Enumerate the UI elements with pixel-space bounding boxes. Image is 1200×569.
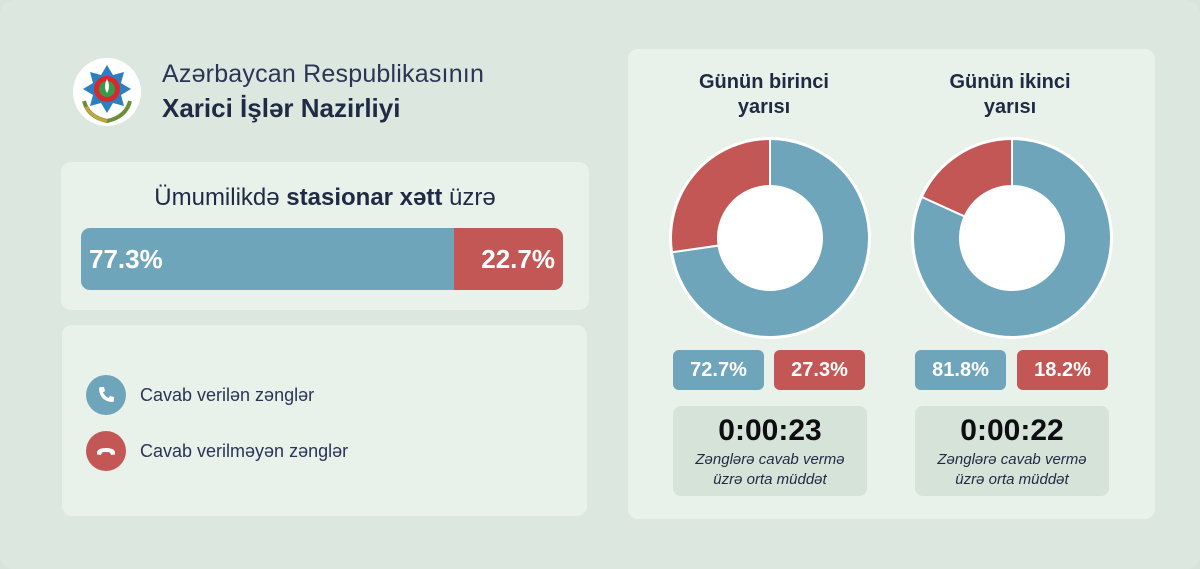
- first-half-duration-value: 0:00:23: [718, 414, 822, 447]
- bar-answered-label: 77.3%: [89, 243, 163, 274]
- legend-card: Cavab verilən zənglər Cavab verilməyən z…: [62, 325, 587, 516]
- first-half-donut-chart: [669, 137, 871, 339]
- total-stationary-card: Ümumilikdə stasionar xətt üzrə 77.3% 22.…: [61, 162, 589, 310]
- second-half-duration-label: Zənglərə cavab vermə üzrə orta müddət: [915, 450, 1109, 490]
- second-half-title-line2: yarısı: [983, 96, 1037, 118]
- second-half-duration-label-line1: Zənglərə cavab vermə: [937, 451, 1087, 468]
- donut-hole: [718, 186, 822, 290]
- bar-unanswered-label: 22.7%: [481, 243, 555, 274]
- first-half-title: Günün birinci yarısı: [664, 70, 864, 120]
- second-half-donut-chart: [911, 137, 1113, 339]
- legend-unanswered-label: Cavab verilməyən zənglər: [140, 440, 349, 461]
- phone-answer-icon: [86, 375, 126, 415]
- first-half-answered-chip: 72.7%: [673, 350, 764, 390]
- legend-answered-label: Cavab verilən zənglər: [140, 384, 315, 405]
- total-stacked-bar: 77.3% 22.7%: [81, 228, 563, 290]
- second-half-duration-value: 0:00:22: [960, 414, 1064, 447]
- total-title-prefix: Ümumilikdə: [154, 184, 280, 211]
- first-half-title-line2: yarısı: [737, 96, 791, 118]
- legend-item-unanswered: Cavab verilməyən zənglər: [86, 431, 348, 471]
- first-half-duration-box: 0:00:23 Zənglərə cavab vermə üzrə orta m…: [673, 406, 867, 496]
- bar-answered-segment: 77.3%: [81, 228, 454, 290]
- phone-hangup-icon: [86, 431, 126, 471]
- organization-name-line1: Azərbaycan Respublikasının: [162, 60, 485, 88]
- second-half-unanswered-chip: 18.2%: [1017, 350, 1108, 390]
- second-half-answered-chip: 81.8%: [915, 350, 1006, 390]
- first-half-duration-label-line2: üzrə orta müddət: [713, 471, 827, 488]
- second-half-duration-label-line2: üzrə orta müddət: [955, 471, 1069, 488]
- second-half-title: Günün ikinci yarısı: [910, 70, 1110, 120]
- legend-item-answered: Cavab verilən zənglər: [86, 375, 314, 415]
- total-title-suffix: üzrə: [449, 184, 496, 211]
- first-half-unanswered-chip: 27.3%: [774, 350, 865, 390]
- total-title-bold: stasionar xətt: [286, 184, 443, 211]
- first-half-duration-label-line1: Zənglərə cavab vermə: [695, 451, 845, 468]
- second-half-title-line1: Günün ikinci: [949, 71, 1071, 93]
- organization-name-line2: Xarici İşlər Nazirliyi: [162, 93, 401, 123]
- donut-slice-unanswered: [670, 137, 771, 254]
- first-half-duration-label: Zənglərə cavab vermə üzrə orta müddət: [673, 450, 867, 490]
- total-chart-title: Ümumilikdə stasionar xətt üzrə: [61, 184, 589, 212]
- second-half-duration-box: 0:00:22 Zənglərə cavab vermə üzrə orta m…: [915, 406, 1109, 496]
- azerbaijan-emblem-icon: [72, 57, 142, 127]
- donut-hole: [960, 186, 1064, 290]
- first-half-title-line1: Günün birinci: [699, 71, 829, 93]
- bar-unanswered-segment: 22.7%: [453, 228, 563, 290]
